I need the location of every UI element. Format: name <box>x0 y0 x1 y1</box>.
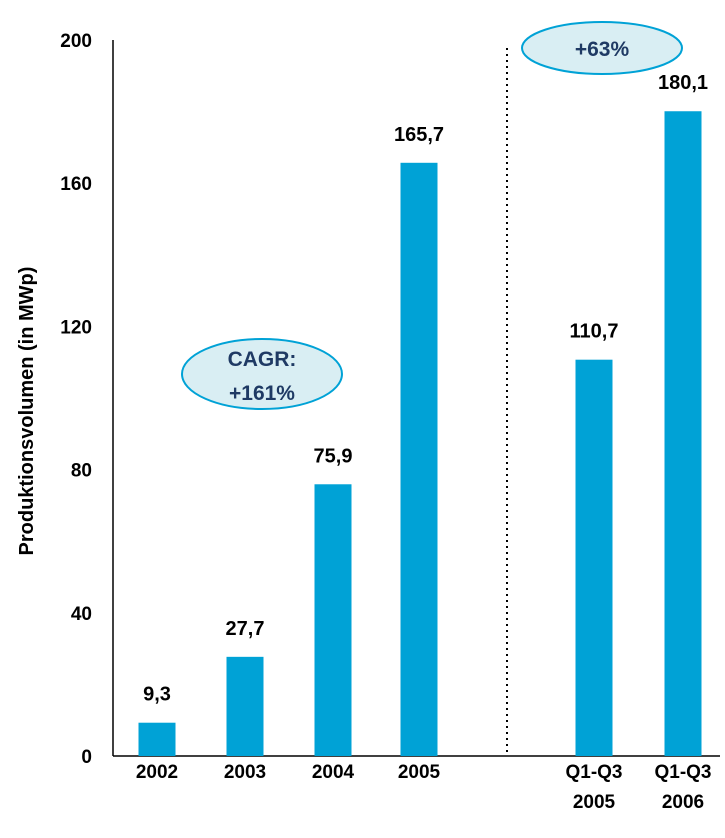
bar-value-label: 9,3 <box>143 684 171 706</box>
y-tick-label: 0 <box>81 747 92 768</box>
y-tick-label: 120 <box>60 317 92 338</box>
x-tick-label: 2003 <box>224 762 266 783</box>
y-tick-label: 40 <box>71 604 92 625</box>
annotation-text: +161% <box>229 382 295 405</box>
bar-value-label: 27,7 <box>226 618 265 640</box>
y-axis: 0 40 80 120 160 200 <box>60 31 720 768</box>
x-tick-label: Q1-Q3 <box>654 762 711 783</box>
annotation-bubble <box>181 338 343 410</box>
x-tick-label: 2004 <box>312 762 355 783</box>
x-tick-label: 2006 <box>662 792 704 813</box>
bar-value-label: 75,9 <box>314 445 353 467</box>
bar <box>400 162 438 756</box>
x-tick-label: 2005 <box>573 792 616 813</box>
x-tick-label: 2002 <box>136 762 178 783</box>
x-axis-labels: 2002 2003 2004 2005 Q1-Q3 2005 Q1-Q3 2006 <box>136 762 712 813</box>
bar-value-label: 110,7 <box>570 321 619 343</box>
bar <box>664 111 702 756</box>
annotation-bubble <box>521 21 683 75</box>
x-tick-label: Q1-Q3 <box>565 762 622 783</box>
bars <box>138 111 702 756</box>
y-axis-title: Produktionsvolumen (in MWp) <box>16 267 38 556</box>
bar-value-label: 180,1 <box>658 72 708 94</box>
annotation-text: CAGR: <box>228 348 297 371</box>
bar <box>575 359 613 756</box>
bar <box>138 722 176 756</box>
annotation-text: +63% <box>575 38 630 61</box>
bar <box>314 484 352 756</box>
x-tick-label: 2005 <box>398 762 441 783</box>
y-tick-label: 200 <box>60 31 92 52</box>
bar <box>226 656 264 756</box>
bar-value-label: 165,7 <box>394 124 444 146</box>
y-tick-label: 160 <box>60 174 92 195</box>
y-tick-label: 80 <box>71 461 92 482</box>
annotations: CAGR: +161% +63% <box>181 21 683 410</box>
data-labels: 9,3 27,7 75,9 165,7 110,7 180,1 <box>143 72 708 705</box>
